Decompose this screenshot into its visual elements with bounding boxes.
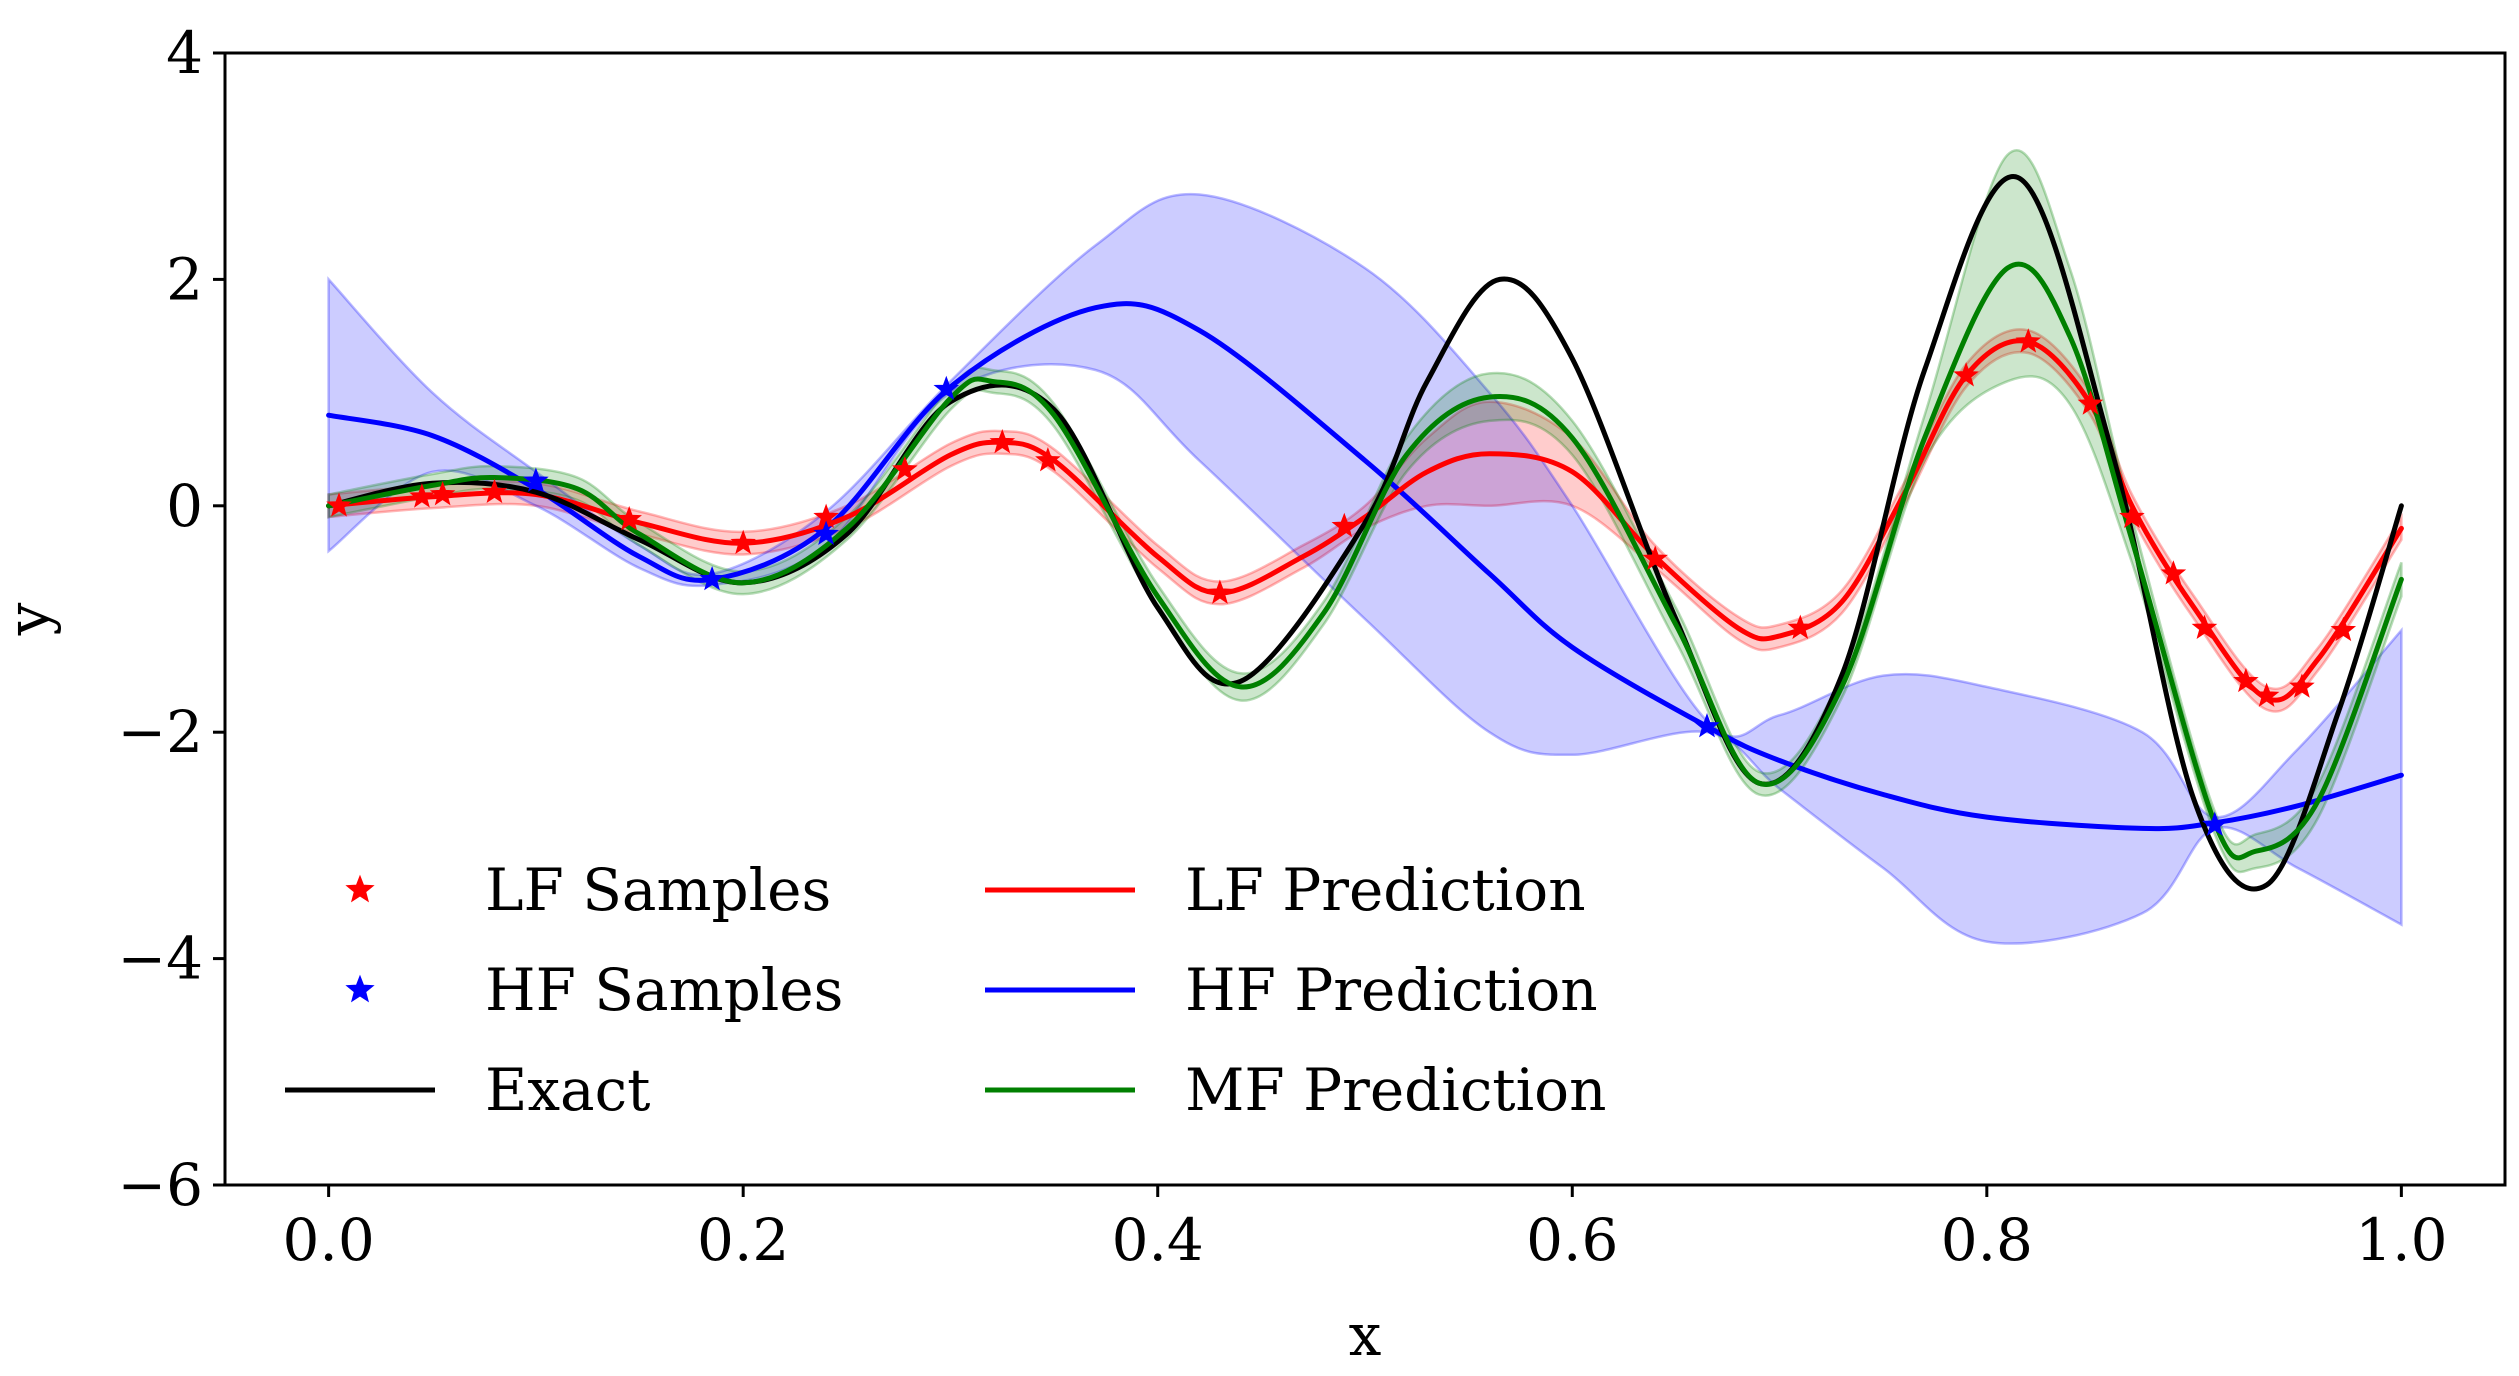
exact-line	[326, 174, 2404, 892]
hf-prediction-band	[327, 192, 2403, 945]
y-tick-label: −6	[118, 1151, 204, 1219]
x-tick-label: 1.0	[2355, 1206, 2447, 1274]
lf-samples-marker	[730, 529, 756, 555]
legend-label: HF Prediction	[1185, 956, 1598, 1024]
x-tick-label: 0.0	[283, 1206, 375, 1274]
legend-label: LF Prediction	[1185, 856, 1586, 924]
legend-marker	[345, 974, 375, 1003]
lf-samples-marker	[2253, 682, 2280, 707]
lf-samples-marker	[989, 428, 1016, 454]
lf-samples-marker	[326, 492, 352, 517]
legend-item-mf-prediction: MF Prediction	[985, 1056, 1606, 1124]
lf-samples-marker	[1035, 447, 1061, 472]
lf-samples-marker	[2119, 503, 2145, 528]
lf-samples-marker	[2233, 667, 2259, 693]
lf-samples-marker	[2160, 560, 2187, 585]
y-tick-label: 0	[166, 472, 203, 540]
lf-samples-marker	[1331, 512, 1358, 538]
legend-item-hf-samples: HF Samples	[345, 956, 843, 1024]
legend-item-lf-prediction: LF Prediction	[985, 856, 1586, 924]
lf-samples-marker	[2015, 328, 2042, 353]
mf-prediction-line	[326, 261, 2404, 861]
legend-label: Exact	[485, 1056, 650, 1124]
legend-item-exact: Exact	[285, 1056, 650, 1124]
lf-samples-marker	[892, 456, 918, 481]
x-tick-label: 0.2	[697, 1206, 789, 1274]
lf-samples-marker	[616, 505, 642, 531]
hf-samples-marker	[1694, 713, 1720, 738]
legend-label: HF Samples	[485, 956, 843, 1024]
legend: LF Samples HF Samples Exact LF Prediction HF…	[285, 856, 1606, 1124]
legend-item-hf-prediction: HF Prediction	[985, 956, 1598, 1024]
lf-samples-marker	[429, 481, 456, 506]
x-axis-label: x	[1349, 1301, 1382, 1369]
x-tick-label: 0.4	[1112, 1206, 1204, 1274]
lf-samples-marker	[409, 483, 435, 508]
hf-samples-marker	[523, 467, 549, 492]
legend-label: LF Samples	[485, 856, 831, 924]
legend-marker	[345, 874, 375, 903]
sample-markers	[326, 328, 2357, 836]
x-tick-label: 0.8	[1941, 1206, 2033, 1274]
hf-samples-marker	[813, 520, 839, 545]
lf-samples-marker	[2289, 673, 2315, 698]
lf-samples-marker	[481, 478, 508, 504]
y-axis-label: y	[0, 602, 62, 636]
y-axis-ticks: −6 −4 −2 0 2 4	[118, 19, 225, 1219]
legend-label: MF Prediction	[1185, 1056, 1606, 1124]
plot-frame	[223, 51, 2507, 1187]
x-tick-label: 0.6	[1526, 1206, 1618, 1274]
y-tick-label: 4	[166, 19, 203, 87]
hf-samples-marker	[933, 375, 960, 401]
lf-samples-marker	[1787, 614, 1814, 639]
lf-samples-marker	[2330, 616, 2357, 642]
lf-samples-marker	[2077, 390, 2104, 415]
lf-samples-marker	[1953, 362, 1979, 387]
legend-item-lf-samples: LF Samples	[345, 856, 831, 924]
series-lines	[326, 174, 2404, 892]
lf-samples-marker	[2191, 614, 2218, 639]
hf-prediction-line	[326, 301, 2404, 832]
y-tick-label: 2	[166, 245, 203, 313]
y-tick-label: −2	[118, 698, 204, 766]
y-tick-label: −4	[118, 925, 204, 993]
hf-samples-marker	[2202, 811, 2228, 836]
x-axis-ticks: 0.0 0.2 0.4 0.6 0.8 1.0	[283, 1185, 2447, 1274]
hf-samples-marker	[699, 565, 725, 591]
lf-samples-marker	[1642, 545, 1668, 570]
lf-samples-marker	[1207, 579, 1233, 604]
